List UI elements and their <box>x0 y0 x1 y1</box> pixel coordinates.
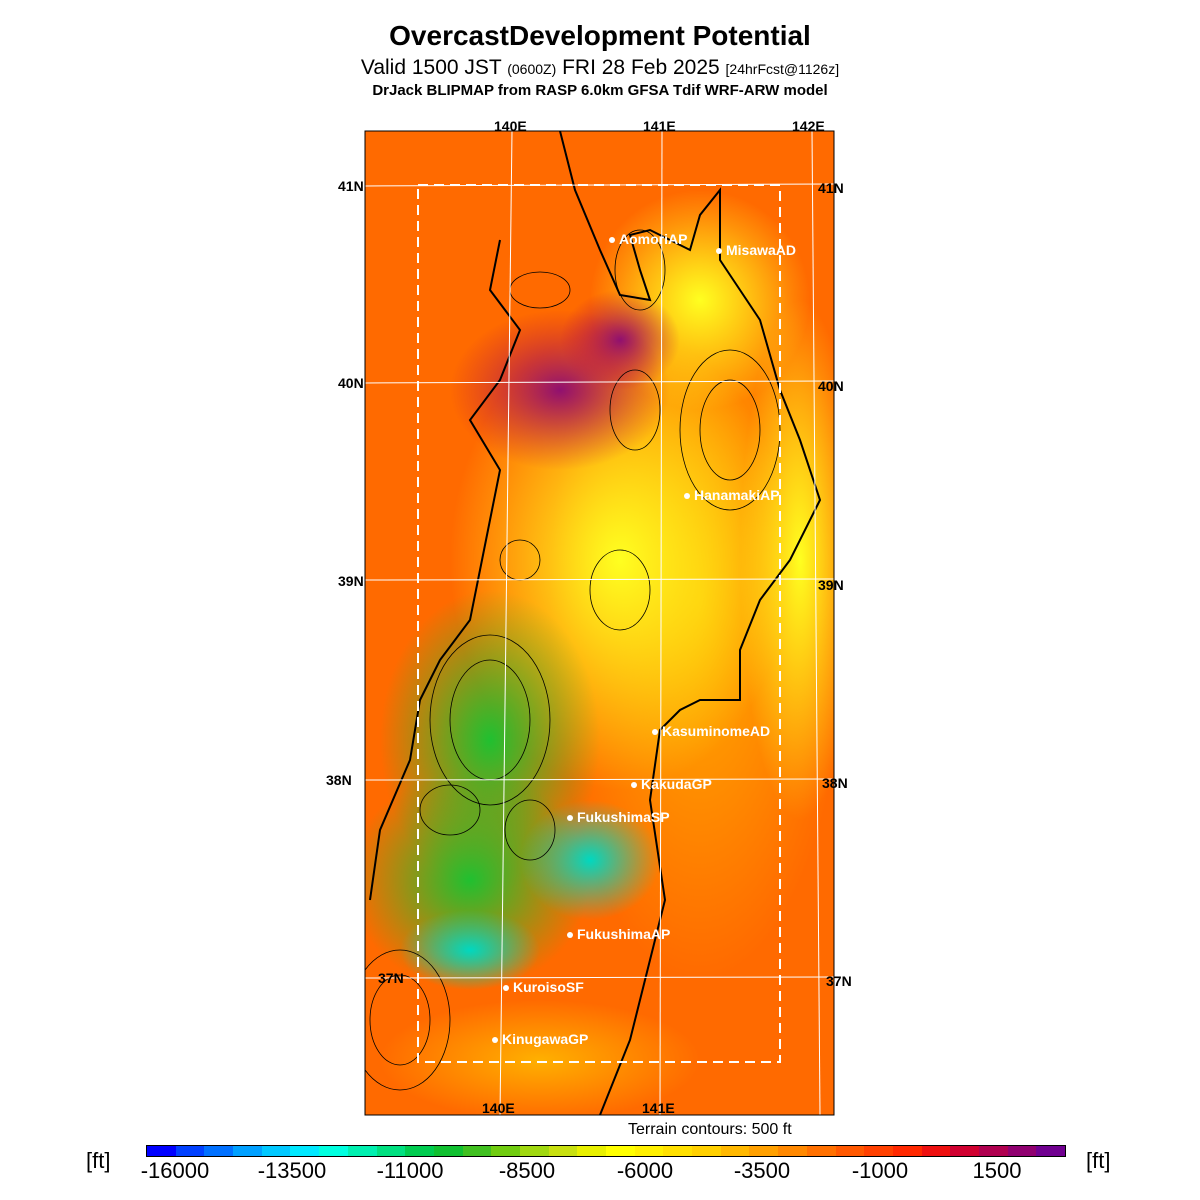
lat-label-37n-right: 37N <box>826 973 852 989</box>
colorbar-tick-label: -3500 <box>733 1158 791 1183</box>
colorbar-swatch <box>347 1146 377 1156</box>
forecast-info: [24hrFcst@1126z] <box>725 61 840 77</box>
colorbar-swatch <box>950 1146 979 1156</box>
lon-label-142e-top: 142E <box>792 118 825 134</box>
station-hanamaki-ap: HanamakiAP <box>684 487 780 503</box>
colorbar-swatch <box>864 1146 893 1156</box>
lat-label-39n-left: 39N <box>338 573 364 589</box>
station-fukushima-sp: FukushimaSP <box>567 809 670 825</box>
lat-label-38n-right: 38N <box>822 775 848 791</box>
colorbar-swatch <box>921 1146 951 1156</box>
colorbar-swatch <box>778 1146 807 1156</box>
colorbar-swatch <box>835 1146 865 1156</box>
colorbar-swatch <box>978 1146 1008 1156</box>
colorbar-swatch <box>548 1146 578 1156</box>
colorbar-swatch <box>175 1146 205 1156</box>
station-misawa-ad: MisawaAD <box>716 242 796 258</box>
utc-time: (0600Z) <box>507 61 557 77</box>
lat-label-39n-right: 39N <box>818 577 844 593</box>
colorbar-swatch <box>319 1146 348 1156</box>
lat-label-38n-left: 38N <box>326 772 352 788</box>
colorbar-swatch <box>519 1146 549 1156</box>
field-layer <box>365 131 834 1115</box>
colorbar-tick-label: -13500 <box>257 1158 327 1183</box>
colorbar-swatch <box>806 1146 836 1156</box>
station-kasuminome-ad: KasuminomeAD <box>652 723 770 739</box>
station-kuroiso-sf: KuroisoSF <box>503 979 584 995</box>
valid-time: Valid 1500 JST <box>360 56 502 79</box>
colorbar-swatch <box>204 1146 234 1156</box>
lon-label-140e-top: 140E <box>494 118 527 134</box>
colorbar-swatch <box>491 1146 520 1156</box>
colorbar-swatch <box>405 1146 434 1156</box>
colorbar-swatch <box>261 1146 291 1156</box>
station-fukushima-ap: FukushimaAP <box>567 926 670 942</box>
terrain-contour-note: Terrain contours: 500 ft <box>628 1121 792 1138</box>
model-line: DrJack BLIPMAP from RASP 6.0km GFSA Tdif… <box>372 82 828 99</box>
lat-label-41n-right: 41N <box>818 180 844 196</box>
station-aomori-ap: AomoriAP <box>609 231 687 247</box>
colorbar-swatch <box>462 1146 492 1156</box>
colorbar-swatch <box>433 1146 463 1156</box>
station-kinugawa-gp: KinugawaGP <box>492 1031 588 1047</box>
colorbar-swatch <box>749 1146 779 1156</box>
lon-label-141e-bottom: 141E <box>642 1100 675 1116</box>
valid-date: FRI 28 Feb 2025 <box>562 56 720 79</box>
colorbar-swatch <box>577 1146 606 1156</box>
lon-label-140e-bottom: 140E <box>482 1100 515 1116</box>
colorbar-tick-label: -8500 <box>498 1158 556 1183</box>
colorbar-swatch <box>692 1146 721 1156</box>
colorbar <box>146 1145 1066 1157</box>
colorbar-swatch <box>634 1146 664 1156</box>
lat-label-41n-left: 41N <box>338 178 364 194</box>
lat-label-40n-left: 40N <box>338 375 364 391</box>
lat-label-37n-left: 37N <box>378 970 404 986</box>
colorbar-swatch <box>1007 1146 1037 1156</box>
colorbar-swatch <box>233 1146 262 1156</box>
colorbar-swatch <box>720 1146 750 1156</box>
lon-label-141e-top: 141E <box>643 118 676 134</box>
colorbar-tick-label: 1500 <box>972 1158 1022 1183</box>
colorbar-swatch <box>1036 1146 1065 1156</box>
colorbar-swatch <box>290 1146 320 1156</box>
colorbar-unit-right: [ft] <box>1086 1148 1111 1173</box>
colorbar-unit-left: [ft] <box>86 1148 111 1173</box>
colorbar-tick-label: -16000 <box>140 1158 210 1183</box>
colorbar-swatch <box>892 1146 922 1156</box>
colorbar-swatch <box>663 1146 693 1156</box>
valid-time-line: Valid 1500 JST (0600Z) FRI 28 Feb 2025 [… <box>0 56 1200 80</box>
station-kakuda-gp: KakudaGP <box>631 776 712 792</box>
lat-label-40n-right: 40N <box>818 378 844 394</box>
colorbar-swatch <box>606 1146 635 1156</box>
colorbar-swatch <box>147 1146 176 1156</box>
colorbar-tick-label: -11000 <box>376 1158 444 1183</box>
colorbar-swatch <box>376 1146 406 1156</box>
map-title: OvercastDevelopment Potential <box>389 20 811 51</box>
colorbar-tick-label: -6000 <box>616 1158 674 1183</box>
colorbar-tick-label: -1000 <box>851 1158 909 1183</box>
